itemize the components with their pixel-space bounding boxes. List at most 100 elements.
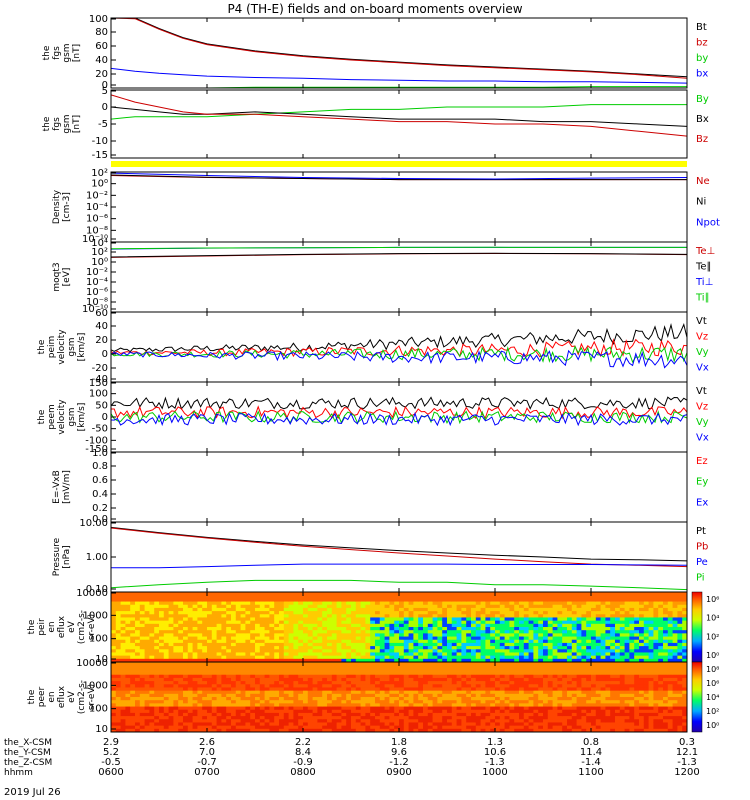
heatmap-cell — [331, 684, 337, 688]
heatmap-cell — [168, 604, 174, 609]
heatmap-cell — [283, 595, 289, 599]
heatmap-cell — [226, 671, 232, 676]
heatmap-cell — [322, 697, 328, 701]
heatmap-cell — [408, 681, 414, 685]
heatmap-cell — [432, 630, 438, 634]
y-tick-label: 0.8 — [92, 461, 108, 472]
heatmap-cell — [557, 630, 563, 634]
heatmap-cell — [499, 658, 505, 663]
heatmap-cell — [231, 607, 237, 612]
heatmap-cell — [235, 690, 241, 695]
heatmap-cell — [346, 728, 352, 733]
heatmap-cell — [336, 655, 342, 660]
heatmap-cell — [418, 598, 424, 602]
heatmap-cell — [413, 671, 419, 676]
series-line-Pe — [111, 563, 688, 569]
heatmap-cell — [567, 658, 573, 663]
heatmap-cell — [375, 607, 381, 612]
heatmap-cell — [269, 681, 275, 685]
heatmap-cell — [523, 652, 529, 657]
y-tick-label: 1.0 — [92, 448, 108, 459]
heatmap-cell — [317, 652, 323, 657]
heatmap-cell — [466, 687, 472, 692]
heatmap-cell — [303, 671, 309, 676]
heatmap-cell — [327, 662, 333, 666]
heatmap-cell — [154, 623, 160, 628]
heatmap-cell — [202, 674, 208, 679]
heatmap-cell — [130, 642, 136, 647]
heatmap-cell — [341, 674, 347, 679]
heatmap-cell — [643, 658, 649, 663]
heatmap-cell — [351, 716, 357, 720]
heatmap-cell — [288, 690, 294, 695]
y-tick-label: 10² — [91, 168, 108, 179]
heatmap-cell — [456, 703, 462, 707]
heatmap-cell — [490, 693, 496, 698]
heatmap-cell — [168, 693, 174, 698]
heatmap-cell — [168, 592, 174, 596]
heatmap-cell — [423, 636, 429, 641]
heatmap-cell — [543, 627, 549, 631]
heatmap-cell — [509, 595, 515, 599]
heatmap-cell — [427, 722, 433, 727]
heatmap-cell — [197, 706, 203, 711]
heatmap-cell — [139, 592, 145, 596]
heatmap-cell — [586, 646, 592, 650]
heatmap-cell — [235, 592, 241, 596]
heatmap-cell — [528, 671, 534, 676]
heatmap-cell — [475, 665, 481, 669]
heatmap-cell — [312, 617, 318, 622]
heatmap-cell — [471, 674, 477, 679]
heatmap-cell — [437, 617, 443, 622]
heatmap-cell — [634, 604, 640, 609]
heatmap-cell — [370, 642, 376, 647]
heatmap-cell — [538, 620, 544, 625]
heatmap-cell — [135, 684, 141, 688]
heatmap-cell — [610, 642, 616, 647]
heatmap-cell — [399, 662, 405, 666]
heatmap-cell — [403, 601, 409, 606]
heatmap-cell — [250, 623, 256, 628]
heatmap-cell — [384, 697, 390, 701]
heatmap-cell — [312, 706, 318, 711]
heatmap-cell — [437, 620, 443, 625]
heatmap-cell — [312, 604, 318, 609]
heatmap-cell — [610, 614, 616, 618]
heatmap-cell — [202, 665, 208, 669]
heatmap-cell — [562, 646, 568, 650]
heatmap-cell — [418, 693, 424, 698]
heatmap-cell — [331, 687, 337, 692]
heatmap-cell — [207, 642, 213, 647]
heatmap-cell — [538, 636, 544, 641]
heatmap-cell — [528, 646, 534, 650]
heatmap-cell — [571, 630, 577, 634]
heatmap-cell — [216, 649, 222, 653]
heatmap-cell — [202, 642, 208, 647]
heatmap-cell — [279, 592, 285, 596]
heatmap-cell — [211, 639, 217, 644]
heatmap-cell — [442, 595, 448, 599]
heatmap-cell — [327, 633, 333, 637]
heatmap-cell — [490, 681, 496, 685]
heatmap-cell — [187, 709, 193, 714]
heatmap-cell — [447, 728, 453, 733]
heatmap-cell — [509, 725, 515, 730]
heatmap-cell — [183, 601, 189, 606]
heatmap-cell — [298, 592, 304, 596]
heatmap-cell — [139, 617, 145, 622]
heatmap-cell — [240, 611, 246, 615]
heatmap-cell — [130, 690, 136, 695]
heatmap-cell — [111, 658, 117, 663]
heatmap-cell — [298, 716, 304, 720]
heatmap-cell — [245, 681, 251, 685]
heatmap-cell — [451, 627, 457, 631]
heatmap-cell — [346, 627, 352, 631]
heatmap-cell — [485, 620, 491, 625]
heatmap-cell — [490, 674, 496, 679]
heatmap-cell — [629, 614, 635, 618]
legend-label: Vx — [696, 363, 709, 374]
heatmap-cell — [149, 639, 155, 644]
heatmap-cell — [643, 617, 649, 622]
y-tick-label: 10⁻² — [86, 190, 108, 201]
heatmap-cell — [163, 607, 169, 612]
